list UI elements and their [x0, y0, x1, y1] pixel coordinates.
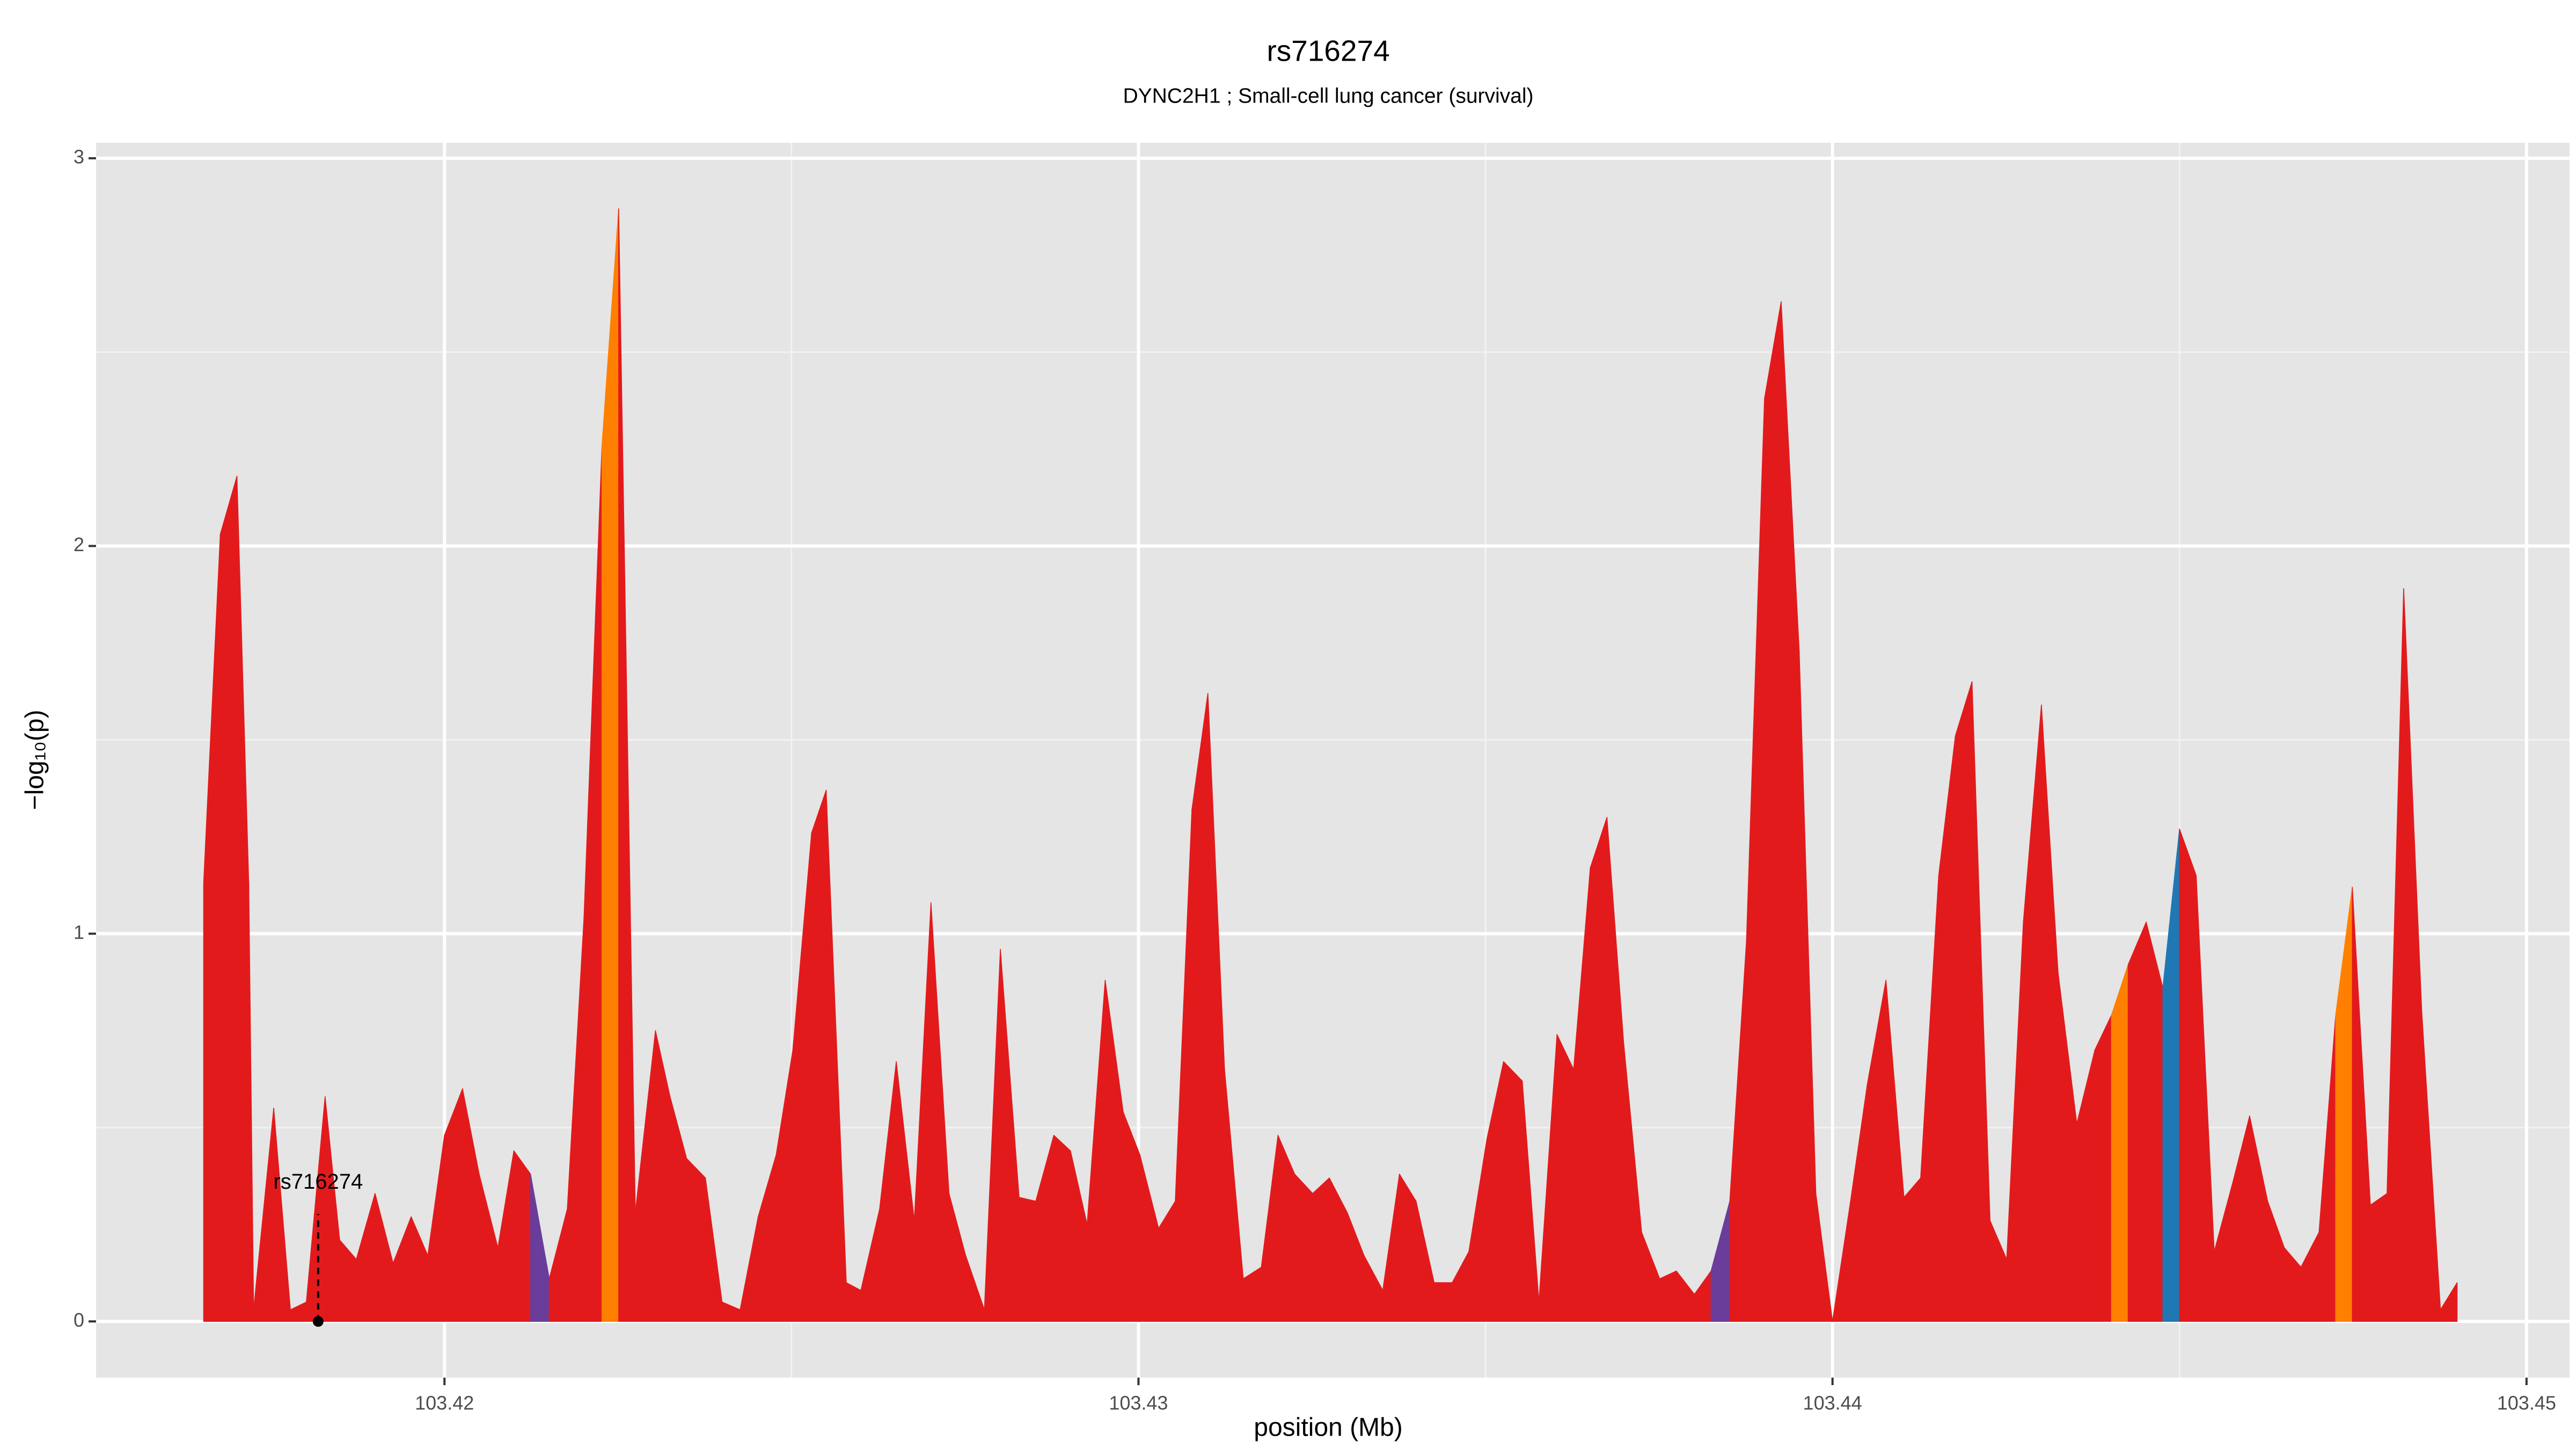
y-tick-label: 3	[74, 145, 84, 167]
chart-subtitle: DYNC2H1 ; Small-cell lung cancer (surviv…	[1123, 84, 1533, 107]
x-tick-label: 103.42	[415, 1392, 474, 1414]
area-segment	[1312, 1177, 1330, 1322]
x-axis-label: position (Mb)	[1254, 1414, 1402, 1442]
area-segment	[1764, 301, 1782, 1322]
y-tick-label: 1	[74, 921, 84, 943]
area-segment	[2440, 1282, 2458, 1322]
area-marks: rs716274	[203, 208, 2458, 1327]
area-segment	[2370, 1193, 2388, 1322]
area-segment	[2179, 828, 2197, 1322]
area-segment	[1955, 681, 1973, 1322]
area-segment	[1904, 1177, 1921, 1322]
area-segment	[1053, 1135, 1071, 1322]
area-segment	[1294, 1173, 1313, 1322]
axes: 0 1 2 3 103.42 103.43 103.44 103.45	[74, 145, 2556, 1414]
y-tick-label: 2	[74, 533, 84, 555]
area-segment	[1590, 817, 1608, 1322]
annotation-label: rs716274	[273, 1170, 363, 1194]
area-segment	[2094, 1014, 2112, 1322]
area-segment	[219, 475, 238, 1322]
x-tick-label: 103.43	[1109, 1392, 1168, 1414]
area-segment	[2127, 921, 2147, 1322]
area-segment	[811, 789, 827, 1322]
chart-title: rs716274	[1267, 34, 1389, 68]
area-segment	[1659, 1270, 1677, 1322]
area-segment	[1556, 1034, 1574, 1322]
x-tick-label: 103.45	[2497, 1392, 2556, 1414]
y-axis-label: −log₁₀(p)	[21, 710, 49, 810]
area-segment	[513, 1150, 531, 1322]
x-tick-label: 103.44	[1803, 1392, 1862, 1414]
area-segment	[1503, 1061, 1523, 1322]
area-segment	[1433, 1282, 1453, 1322]
area-segment	[686, 1158, 706, 1322]
area-segment	[2111, 964, 2129, 1322]
area-segment	[1019, 1197, 1036, 1322]
area-segment	[1815, 1193, 1833, 1322]
area-segment	[2146, 921, 2163, 1322]
annotation-point	[312, 1316, 324, 1327]
y-tick-label: 0	[74, 1309, 84, 1331]
